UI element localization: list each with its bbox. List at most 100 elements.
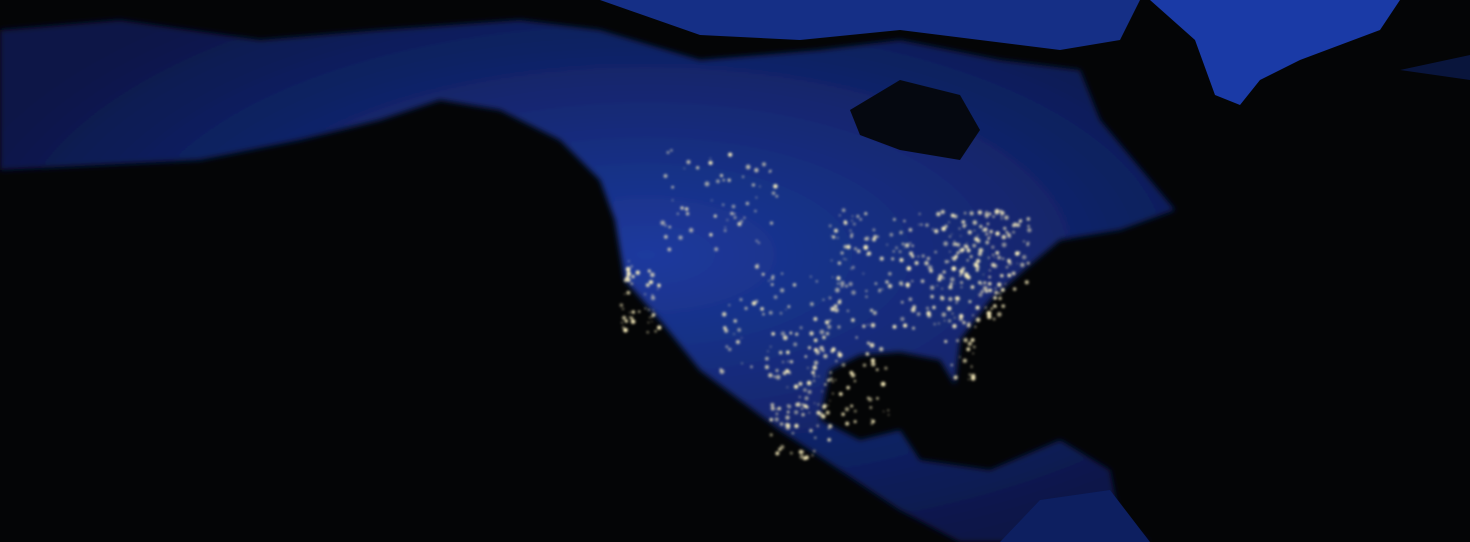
- city-light: [836, 276, 841, 281]
- city-light: [755, 239, 758, 242]
- city-light: [974, 237, 978, 242]
- city-light: [627, 279, 630, 283]
- city-light: [785, 425, 791, 430]
- city-light: [778, 350, 783, 355]
- city-light: [947, 260, 950, 263]
- city-light: [648, 316, 651, 319]
- city-light: [975, 317, 981, 323]
- city-light: [994, 287, 997, 290]
- city-light: [941, 226, 946, 232]
- city-light: [767, 350, 769, 353]
- city-light: [724, 226, 727, 229]
- city-light: [966, 242, 968, 244]
- city-light: [832, 392, 834, 395]
- city-light: [733, 319, 737, 323]
- city-light: [958, 227, 961, 230]
- city-light: [944, 224, 948, 228]
- city-light: [862, 363, 867, 367]
- city-light: [840, 281, 845, 286]
- city-light: [1004, 283, 1007, 285]
- city-light: [768, 279, 770, 282]
- city-light: [728, 304, 731, 306]
- city-light: [876, 397, 879, 400]
- city-light: [886, 244, 888, 246]
- city-light: [843, 245, 848, 249]
- city-light: [800, 407, 804, 410]
- city-light: [789, 451, 793, 455]
- city-light: [764, 365, 769, 370]
- city-light: [1018, 219, 1022, 223]
- city-light: [850, 232, 854, 236]
- city-light: [651, 315, 654, 318]
- city-light: [775, 195, 778, 198]
- city-light: [851, 290, 856, 295]
- city-light: [991, 253, 995, 257]
- city-light: [892, 324, 897, 329]
- city-light: [809, 331, 814, 336]
- city-light: [735, 339, 740, 344]
- city-light: [845, 421, 850, 426]
- city-light: [626, 290, 631, 295]
- city-light: [807, 367, 809, 369]
- city-light: [798, 396, 801, 398]
- city-light: [647, 321, 650, 324]
- city-light: [793, 342, 798, 347]
- city-light: [782, 371, 787, 376]
- city-light: [863, 245, 869, 250]
- city-light: [817, 403, 820, 406]
- city-light: [999, 274, 1002, 277]
- city-light: [623, 293, 626, 295]
- city-light: [987, 256, 990, 259]
- city-light: [926, 256, 931, 261]
- city-lights: [619, 149, 1032, 461]
- city-light: [813, 360, 819, 365]
- city-light: [716, 179, 720, 184]
- city-light: [988, 213, 991, 216]
- city-light: [821, 390, 823, 392]
- city-light: [654, 330, 657, 333]
- city-light: [882, 410, 885, 413]
- city-light: [808, 346, 811, 350]
- city-light: [648, 280, 654, 285]
- city-light: [982, 273, 984, 276]
- city-light: [874, 282, 878, 285]
- city-light: [988, 288, 993, 293]
- city-light: [906, 266, 912, 271]
- city-light: [728, 152, 733, 157]
- city-light: [950, 363, 953, 367]
- city-light: [720, 174, 723, 177]
- city-light: [635, 270, 641, 275]
- city-light: [870, 418, 873, 421]
- city-light: [831, 380, 834, 383]
- city-light: [728, 347, 732, 352]
- city-light: [992, 317, 996, 321]
- city-light: [995, 250, 1000, 255]
- city-light: [837, 282, 840, 285]
- city-light: [791, 431, 795, 435]
- city-light: [827, 378, 830, 382]
- city-light: [889, 233, 894, 237]
- city-light: [809, 428, 813, 433]
- city-light: [778, 447, 782, 451]
- city-light: [972, 220, 978, 225]
- city-light: [851, 219, 853, 222]
- city-light: [856, 249, 861, 254]
- city-light: [979, 224, 983, 229]
- city-light: [910, 307, 916, 313]
- city-light: [966, 323, 971, 328]
- city-light: [994, 290, 998, 295]
- city-light: [630, 282, 634, 285]
- city-light: [770, 283, 774, 286]
- city-light: [683, 167, 686, 170]
- city-light: [978, 247, 984, 253]
- city-light: [931, 228, 934, 231]
- city-light: [851, 318, 855, 322]
- city-light: [848, 282, 853, 286]
- city-light: [982, 285, 988, 291]
- city-light: [1022, 254, 1027, 260]
- city-light: [952, 323, 957, 329]
- city-light: [963, 226, 966, 229]
- city-light: [631, 310, 635, 314]
- city-light: [986, 222, 990, 226]
- city-light: [737, 221, 742, 227]
